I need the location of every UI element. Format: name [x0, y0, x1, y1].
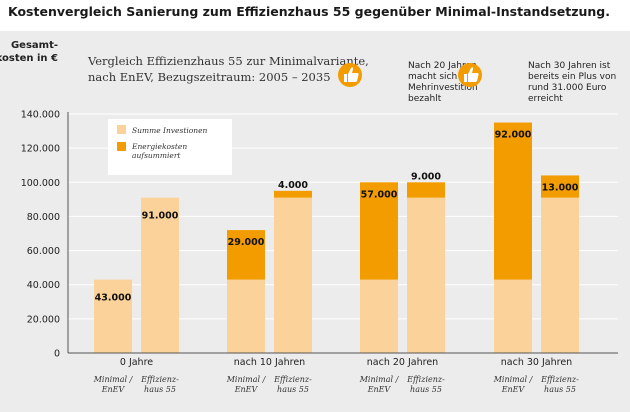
bar-energy	[494, 122, 532, 280]
chart-subtitle: Vergleich Effizienzhaus 55 zur Minimalva…	[87, 54, 369, 68]
note-text: erreicht	[528, 94, 563, 104]
bar-name-label: EnEV	[234, 385, 259, 394]
bar-energy	[541, 175, 579, 198]
y-tick-label: 100.000	[21, 178, 60, 189]
bar-investment	[494, 279, 532, 353]
chart: 0 20.000 40.000 60.000 80.000 100.000 120.000 1…	[0, 40, 618, 394]
note-text: bereits ein Plus von	[528, 72, 616, 82]
bar-investment	[541, 197, 579, 353]
x-tick-label: 0 Jahre	[120, 357, 153, 368]
x-tick-label: nach 30 Jahren	[501, 357, 572, 368]
data-label: 91.000	[142, 211, 179, 222]
bar-investment	[227, 279, 265, 353]
thumbs-up-icon	[338, 63, 362, 87]
legend-label-investment: Summe Investionen	[132, 126, 208, 135]
y-tick-label: 140.000	[21, 110, 60, 121]
note-text: Nach 30 Jahren ist	[528, 61, 611, 71]
bar-investment	[94, 279, 132, 353]
y-tick-label: 40.000	[27, 280, 60, 291]
data-label: 43.000	[95, 293, 132, 304]
bar-name-label: Effizienz-	[540, 375, 579, 384]
bar-name-label: Effizienz-	[273, 375, 312, 384]
bar-name-label: Minimal /	[493, 375, 534, 384]
data-label: 4.000	[278, 180, 308, 191]
legend: Summe Investionen Energiekostenaufsummier…	[108, 119, 232, 175]
y-tick-label: 120.000	[21, 144, 60, 155]
bar-name-label: haus 55	[277, 385, 309, 394]
bar-energy	[274, 190, 312, 198]
legend-swatch-energy	[117, 142, 126, 151]
bar-name-label: EnEV	[501, 385, 526, 394]
data-label: 9.000	[411, 171, 441, 182]
bar-name-label: haus 55	[544, 385, 576, 394]
thumbs-up-icon	[458, 63, 482, 87]
bar-energy	[227, 230, 265, 280]
data-label: 57.000	[361, 189, 398, 200]
data-label: 13.000	[542, 182, 579, 193]
legend-label-energy: Energiekosten	[131, 142, 187, 151]
bar-name-label: EnEV	[101, 385, 126, 394]
chart-panel: 0 20.000 40.000 60.000 80.000 100.000 120.000 1…	[0, 31, 630, 412]
legend-label-energy: aufsummiert	[132, 151, 181, 160]
y-axis-label: Gesamt-	[11, 40, 58, 51]
note-text: rund 31.000 Euro	[528, 83, 607, 93]
y-tick-label: 0	[54, 349, 60, 360]
bar-investment	[274, 197, 312, 353]
bar-name-label: Effizienz-	[140, 375, 179, 384]
bar-name-label: haus 55	[410, 385, 442, 394]
data-label: 29.000	[228, 237, 265, 248]
bar-name-label: EnEV	[367, 385, 392, 394]
data-label: 92.000	[495, 130, 532, 141]
legend-box	[108, 119, 232, 175]
bar-energy	[360, 182, 398, 280]
bar-investment	[141, 197, 179, 353]
bar-name-label: Minimal /	[226, 375, 267, 384]
y-axis-label: kosten in €	[0, 53, 58, 64]
bar-name-label: Minimal /	[93, 375, 134, 384]
y-tick-label: 20.000	[27, 314, 60, 325]
note-text: Mehrinvestition	[408, 83, 478, 93]
legend-swatch-investment	[117, 125, 126, 134]
y-tick-label: 60.000	[27, 246, 60, 257]
bar-name-label: Minimal /	[359, 375, 400, 384]
x-tick-label: nach 10 Jahren	[234, 357, 305, 368]
page-title: Kostenvergleich Sanierung zum Effizienzh…	[8, 4, 611, 19]
icon-thumb	[464, 67, 479, 82]
y-tick-label: 80.000	[27, 212, 60, 223]
note-text: macht sich die	[408, 72, 474, 82]
bar-investment	[360, 279, 398, 353]
note-text: Nach 20 Jahren	[408, 61, 477, 71]
icon-thumb	[344, 67, 359, 82]
bar-investment	[407, 197, 445, 353]
bar-energy	[407, 182, 445, 198]
bar-name-label: Effizienz-	[406, 375, 445, 384]
chart-subtitle: nach EnEV, Bezugszeitraum: 2005 – 2035	[88, 70, 331, 84]
x-tick-label: nach 20 Jahren	[367, 357, 438, 368]
bar-name-label: haus 55	[144, 385, 176, 394]
note-text: bezahlt	[408, 94, 442, 104]
